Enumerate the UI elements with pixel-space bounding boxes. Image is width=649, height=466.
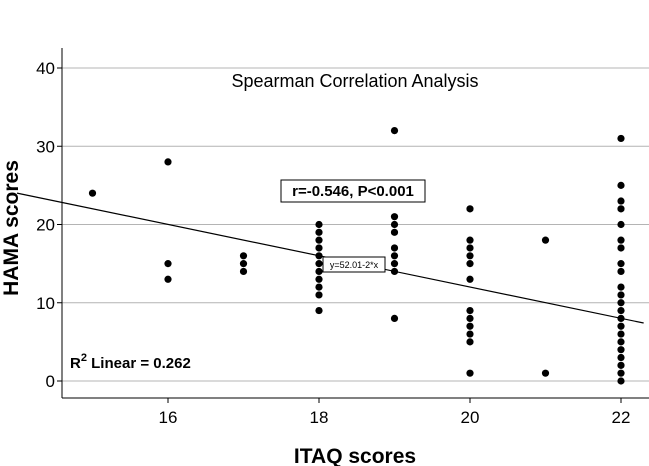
data-point — [390, 314, 399, 322]
data-point — [239, 260, 248, 268]
data-point — [390, 267, 399, 276]
data-point — [617, 299, 625, 307]
x-tick-label: 20 — [461, 408, 480, 427]
data-point — [315, 291, 323, 299]
data-point — [390, 220, 399, 229]
data-point — [617, 283, 625, 291]
data-point — [315, 220, 323, 229]
correlation-label: r=-0.546, P<0.001 — [292, 183, 414, 200]
data-point — [617, 134, 625, 143]
data-point — [315, 236, 323, 244]
data-point — [315, 260, 323, 268]
y-tick-label: 10 — [36, 294, 55, 313]
chart-title: Spearman Correlation Analysis — [231, 71, 478, 91]
data-point — [617, 330, 625, 338]
gridlines — [62, 67, 649, 382]
data-point — [239, 267, 248, 276]
y-tick-label: 0 — [46, 372, 55, 391]
data-point — [164, 275, 172, 283]
data-point — [617, 236, 625, 244]
data-point — [617, 314, 625, 322]
data-point — [390, 244, 399, 252]
data-point — [390, 252, 399, 260]
data-point — [617, 361, 625, 369]
data-point — [617, 220, 625, 229]
data-point — [617, 322, 625, 330]
x-tick-label: 16 — [159, 408, 178, 427]
data-point — [617, 353, 625, 362]
y-tick-labels: 0 10 20 30 40 — [36, 59, 62, 391]
x-tick-label: 22 — [612, 408, 631, 427]
data-point — [617, 377, 625, 385]
data-point — [466, 338, 474, 346]
data-point — [390, 127, 399, 135]
data-point — [466, 322, 474, 330]
data-point — [617, 338, 625, 346]
data-point — [239, 252, 248, 260]
data-point — [617, 260, 625, 268]
data-points — [88, 127, 625, 385]
data-point — [315, 275, 323, 283]
y-tick-label: 30 — [36, 137, 55, 156]
axes — [61, 48, 649, 399]
data-point — [617, 291, 625, 299]
data-point — [390, 213, 399, 221]
data-point — [617, 181, 625, 189]
equation-box — [322, 256, 386, 273]
data-point — [466, 252, 474, 260]
data-point — [466, 205, 474, 213]
data-point — [466, 275, 474, 283]
y-tick-label: 40 — [36, 59, 55, 78]
data-point — [315, 267, 323, 276]
data-point — [466, 260, 474, 268]
data-point — [315, 244, 323, 252]
data-point — [315, 228, 323, 236]
x-tick-labels: 16 18 20 22 — [159, 398, 631, 427]
data-point — [315, 283, 323, 291]
data-point — [390, 228, 399, 236]
x-axis-title: ITAQ scores — [294, 445, 416, 466]
data-point — [466, 306, 474, 315]
data-point — [466, 236, 474, 244]
data-point — [617, 197, 625, 205]
x-tick-label: 18 — [310, 408, 329, 427]
correlation-box — [280, 179, 426, 203]
data-point — [466, 244, 474, 252]
data-point — [164, 158, 172, 166]
data-point — [617, 369, 625, 377]
data-point — [315, 252, 323, 260]
data-point — [466, 314, 474, 322]
data-point — [617, 306, 625, 315]
data-point — [617, 346, 625, 354]
y-axis-title: HAMA scores — [0, 160, 23, 296]
data-point — [88, 189, 97, 197]
data-point — [466, 369, 474, 377]
data-point — [617, 244, 625, 252]
data-point — [541, 236, 550, 244]
r-squared-label: R2 Linear = 0.262 — [70, 352, 191, 372]
data-point — [315, 306, 323, 315]
data-point — [390, 260, 399, 268]
data-point — [541, 369, 550, 377]
data-point — [164, 260, 172, 268]
data-point — [617, 267, 625, 276]
data-point — [617, 205, 625, 213]
y-tick-label: 20 — [36, 216, 55, 235]
equation-label: y=52.01-2*x — [330, 260, 379, 270]
data-point — [466, 330, 474, 338]
